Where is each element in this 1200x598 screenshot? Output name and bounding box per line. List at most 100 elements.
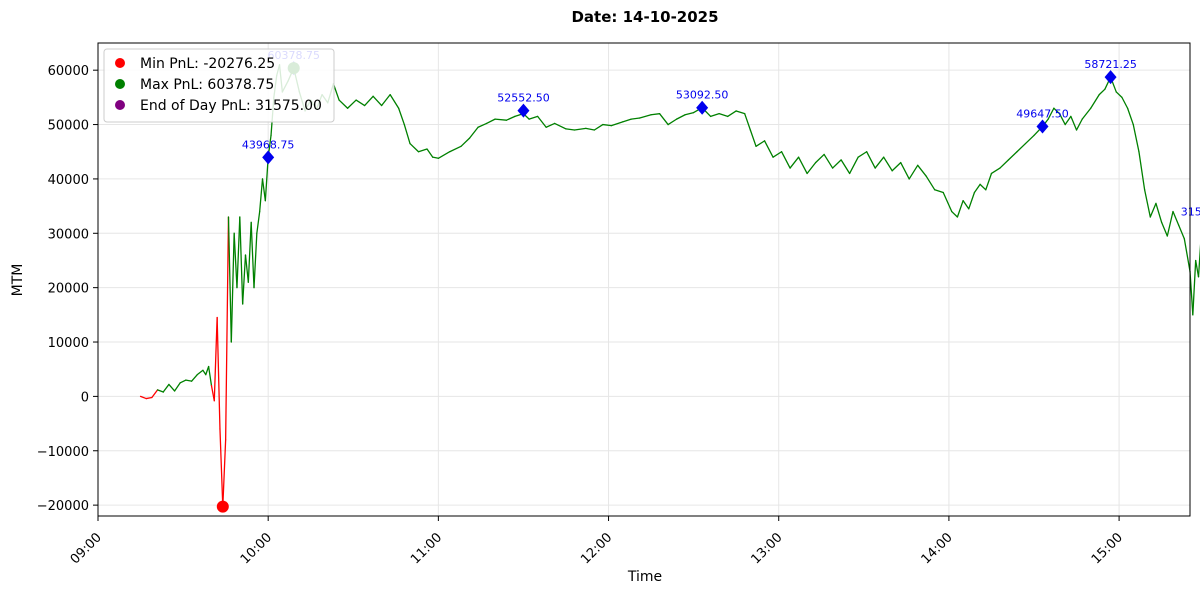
series-segment [667,118,678,126]
series-segment [1098,88,1106,96]
series-segment [233,232,238,289]
series-segment [1178,224,1185,240]
series-segment [772,151,783,158]
series-segment [593,123,604,131]
series-segment [1047,107,1055,120]
series-segment [494,118,508,121]
series-segment [179,379,187,384]
y-tick-label: 0 [81,390,89,405]
series-segment [658,113,669,126]
annotation-marker [517,103,530,118]
legend-label: Min PnL: -20276.25 [140,56,275,72]
series-segment [417,148,428,153]
series-segment [256,210,261,234]
series-segment [403,123,411,145]
series-segment [1053,107,1061,115]
series-segment [230,232,235,343]
series-segment [205,365,210,376]
series-segment [449,145,462,153]
series-segment [1166,210,1174,237]
y-tick-label: 60000 [48,64,89,79]
series-segment [630,117,641,120]
series-segment [346,99,357,109]
series-segment [202,369,207,376]
series-segment [797,156,808,175]
series-segment [1064,115,1072,126]
series-segment [409,142,420,153]
y-tick-label: 20000 [48,282,89,297]
series-segment [437,151,451,159]
series-segment [363,95,374,107]
series-segment [1115,91,1123,99]
series-segment [261,178,266,202]
series-segment [990,167,1001,175]
legend-marker [115,100,125,110]
series-segment [244,254,249,283]
series-segment [874,156,885,169]
series-segment [650,113,661,116]
series-segment [735,110,746,115]
series-segment [1126,107,1134,126]
series-segment [145,396,153,400]
series-segment [162,383,170,393]
series-segment [1024,134,1035,145]
series-segment [973,183,981,194]
series-segment [242,254,247,305]
series-segment [985,172,993,191]
series-segment [139,395,147,400]
y-tick-label: 10000 [48,336,89,351]
series-segment [565,128,576,131]
series-segment [1058,113,1066,126]
series-segment [840,159,851,175]
series-segment [814,153,825,164]
series-segment [227,216,232,343]
series-segment [806,161,817,175]
series-segment [528,115,539,120]
series-segment [942,191,953,213]
series-segment [196,369,204,376]
annotation-marker [1104,70,1117,85]
annotation-label: 53092.50 [676,89,729,102]
series-segment [173,382,181,392]
series-segment [222,439,227,508]
series-segment [951,210,959,218]
series-segment [831,159,842,169]
series-segment [780,151,791,169]
series-segment [253,232,258,289]
series-segment [917,164,927,177]
series-segment [602,123,613,127]
legend: Min PnL: -20276.25 Max PnL: 60378.75 End o… [103,48,335,123]
series-segment [789,156,800,169]
series-segment [1081,107,1092,120]
annotation-label: 52552.50 [497,92,550,105]
series-segment [264,156,269,202]
legend-box [103,48,335,123]
series-segment [426,148,434,158]
series-segment [755,140,766,147]
legend-label: Max PnL: 60378.75 [140,77,274,93]
series-segment [622,118,632,123]
series-segment [1143,189,1151,218]
series-segment [380,93,391,107]
min-pnl-marker [216,500,229,513]
series-segment [398,107,405,126]
series-segment [962,200,970,210]
series-segment [610,121,624,127]
y-tick-label: −10000 [37,445,89,460]
series-segment [372,95,383,107]
series-segment [554,122,567,130]
chart-title: Date: 14-10-2025 [571,8,718,26]
series-segment [250,221,255,289]
series-segment [156,389,164,393]
series-segment [934,189,944,194]
series-segment [1149,202,1157,218]
series-segment [1007,151,1018,161]
annotation-marker [1036,119,1049,134]
series-segment [355,99,366,107]
series-segment [259,178,264,213]
legend-marker [115,79,125,89]
series-segment [727,110,737,118]
series-segment [536,115,547,128]
series-segment [168,383,176,392]
